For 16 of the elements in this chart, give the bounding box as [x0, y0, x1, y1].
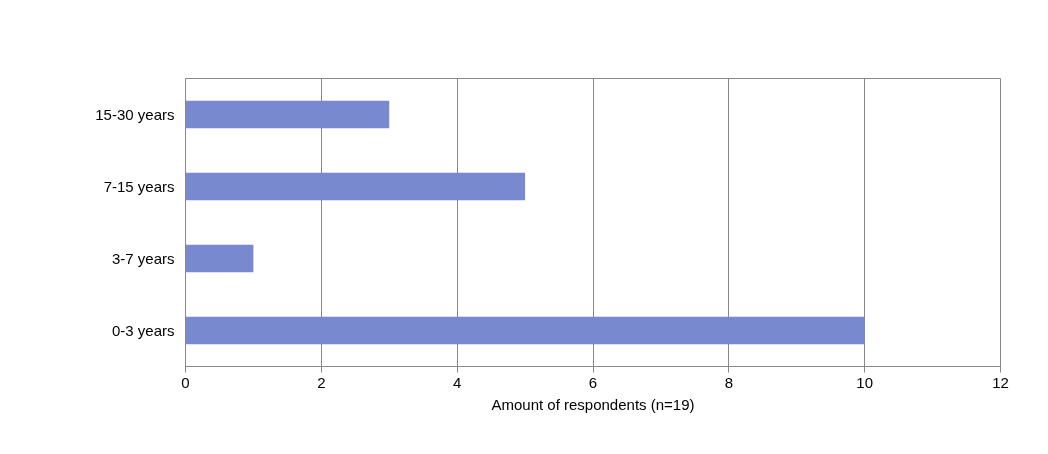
x-tick-label: 8 [724, 373, 734, 391]
x-tick-label: 0 [181, 373, 190, 391]
x-tick-label: 6 [588, 373, 598, 391]
y-tick-label: 3-7 years [111, 250, 175, 267]
y-tick-label: 0-3 years [111, 322, 175, 339]
x-tick-label: 10 [856, 373, 874, 391]
bar [185, 100, 390, 129]
x-tick-label: 4 [453, 373, 462, 391]
x-tick-label: 12 [992, 373, 1009, 391]
y-tick-label: 15-30 years [95, 106, 175, 123]
bar [185, 244, 254, 273]
y-tick-label: 7-15 years [103, 178, 175, 195]
x-axis-title: Amount of respondents (n=19) [491, 395, 695, 413]
x-tick-label: 2 [317, 373, 326, 391]
bar [185, 172, 526, 201]
bar [185, 316, 865, 345]
